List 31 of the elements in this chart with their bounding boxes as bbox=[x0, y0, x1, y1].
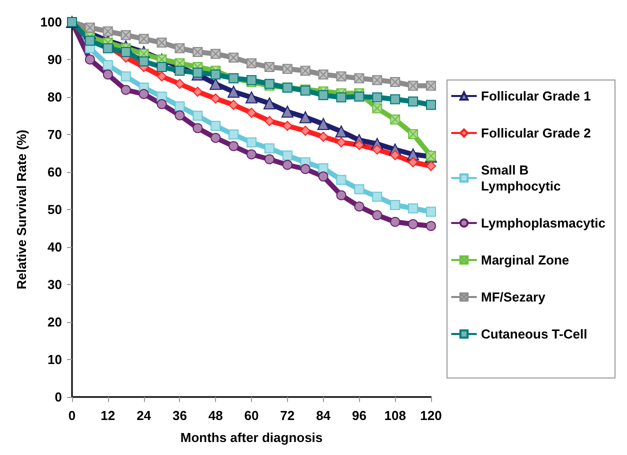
x-tick-label: 120 bbox=[420, 408, 442, 423]
x-axis-title: Months after diagnosis bbox=[180, 430, 323, 445]
y-tick-label: 30 bbox=[48, 277, 62, 292]
x-tick-label: 84 bbox=[316, 408, 332, 423]
y-axis-title: Relative Survival Rate (%) bbox=[14, 130, 29, 290]
legend-label: Follicular Grade 1 bbox=[481, 88, 591, 104]
legend-label: Marginal Zone bbox=[481, 252, 570, 268]
y-tick-label: 40 bbox=[48, 240, 62, 254]
y-tick-label: 10 bbox=[48, 352, 62, 367]
x-tick-label: 36 bbox=[172, 408, 187, 423]
legend-label: Cutaneous T-Cell bbox=[481, 326, 588, 342]
legend-label: Small B Lymphocytic bbox=[481, 162, 561, 194]
x-tick-label: 48 bbox=[208, 408, 223, 423]
y-tick-label: 60 bbox=[48, 164, 62, 180]
y-tick-label: 80 bbox=[48, 90, 62, 104]
x-tick-label: 60 bbox=[244, 408, 259, 423]
y-tick-label: 20 bbox=[48, 314, 62, 330]
x-tick-label: 24 bbox=[136, 408, 152, 423]
y-tick-label: 100 bbox=[40, 14, 62, 30]
legend-label: Follicular Grade 2 bbox=[481, 126, 591, 140]
y-tick-label: 90 bbox=[48, 52, 62, 67]
legend-label: Lymphoplasmacytic bbox=[481, 216, 606, 230]
x-tick-label: 72 bbox=[280, 408, 295, 423]
legend-label: MF/Sezary bbox=[481, 290, 546, 304]
y-tick-label: 0 bbox=[54, 390, 62, 404]
x-tick-label: 12 bbox=[100, 408, 116, 423]
x-tick-label: 96 bbox=[352, 408, 366, 423]
y-tick-label: 70 bbox=[48, 127, 62, 142]
x-tick-label: 108 bbox=[384, 408, 406, 423]
x-tick-label: 0 bbox=[68, 408, 76, 423]
y-tick-label: 50 bbox=[48, 202, 62, 217]
